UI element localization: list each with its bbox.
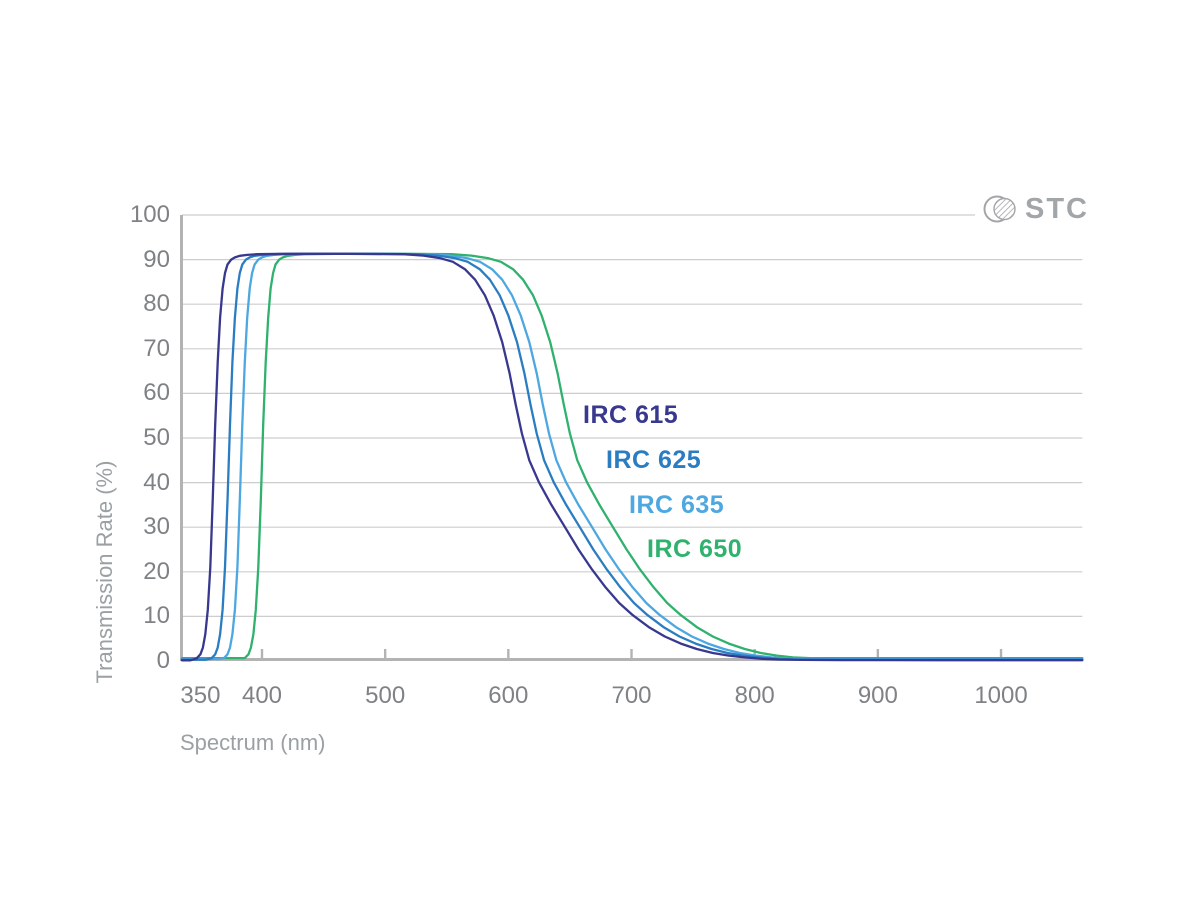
y-tick-label-90: 90 bbox=[143, 245, 170, 273]
stc-logo-mark-icon bbox=[983, 195, 1016, 223]
y-tick-label-70: 70 bbox=[143, 334, 170, 362]
curve-irc-650 bbox=[180, 252, 1084, 660]
x-tick-label-900: 900 bbox=[857, 682, 898, 709]
y-tick-label-80: 80 bbox=[143, 290, 170, 318]
y-tick-label-20: 20 bbox=[143, 557, 170, 585]
y-axis-title: Transmission Rate (%) bbox=[92, 460, 117, 684]
legend-label-irc-615: IRC 615 bbox=[583, 401, 679, 429]
x-tick-label-700: 700 bbox=[611, 682, 652, 709]
stc-logo-text: STC bbox=[1025, 193, 1089, 225]
gridlines bbox=[181, 214, 1083, 618]
legend-label-irc-650: IRC 650 bbox=[647, 535, 743, 563]
curves bbox=[180, 252, 1084, 662]
y-tick-label-40: 40 bbox=[143, 468, 170, 496]
x-tick-label-600: 600 bbox=[488, 682, 529, 709]
y-tick-label-30: 30 bbox=[143, 513, 170, 541]
x-tick-label-1000: 1000 bbox=[974, 682, 1028, 709]
curve-irc-615 bbox=[180, 252, 1084, 662]
legend-label-irc-625: IRC 625 bbox=[606, 446, 702, 474]
y-tick-label-60: 60 bbox=[143, 379, 170, 407]
stc-logo: STC bbox=[983, 192, 1089, 226]
y-tick-label-50: 50 bbox=[143, 424, 170, 451]
x-axis-title: Spectrum (nm) bbox=[180, 730, 326, 755]
y-tick-label-0: 0 bbox=[156, 647, 170, 674]
y-tick-label-10: 10 bbox=[143, 602, 170, 630]
x-tick-label-500: 500 bbox=[365, 682, 406, 709]
y-tick-label-100: 100 bbox=[129, 201, 170, 228]
curve-irc-635 bbox=[180, 252, 1084, 661]
x-tick-label-350: 350 bbox=[180, 682, 221, 709]
curve-irc-625 bbox=[180, 252, 1084, 661]
x-tick-label-800: 800 bbox=[734, 682, 775, 709]
x-tick-label-400: 400 bbox=[241, 682, 283, 709]
legend-label-irc-635: IRC 635 bbox=[629, 491, 725, 519]
